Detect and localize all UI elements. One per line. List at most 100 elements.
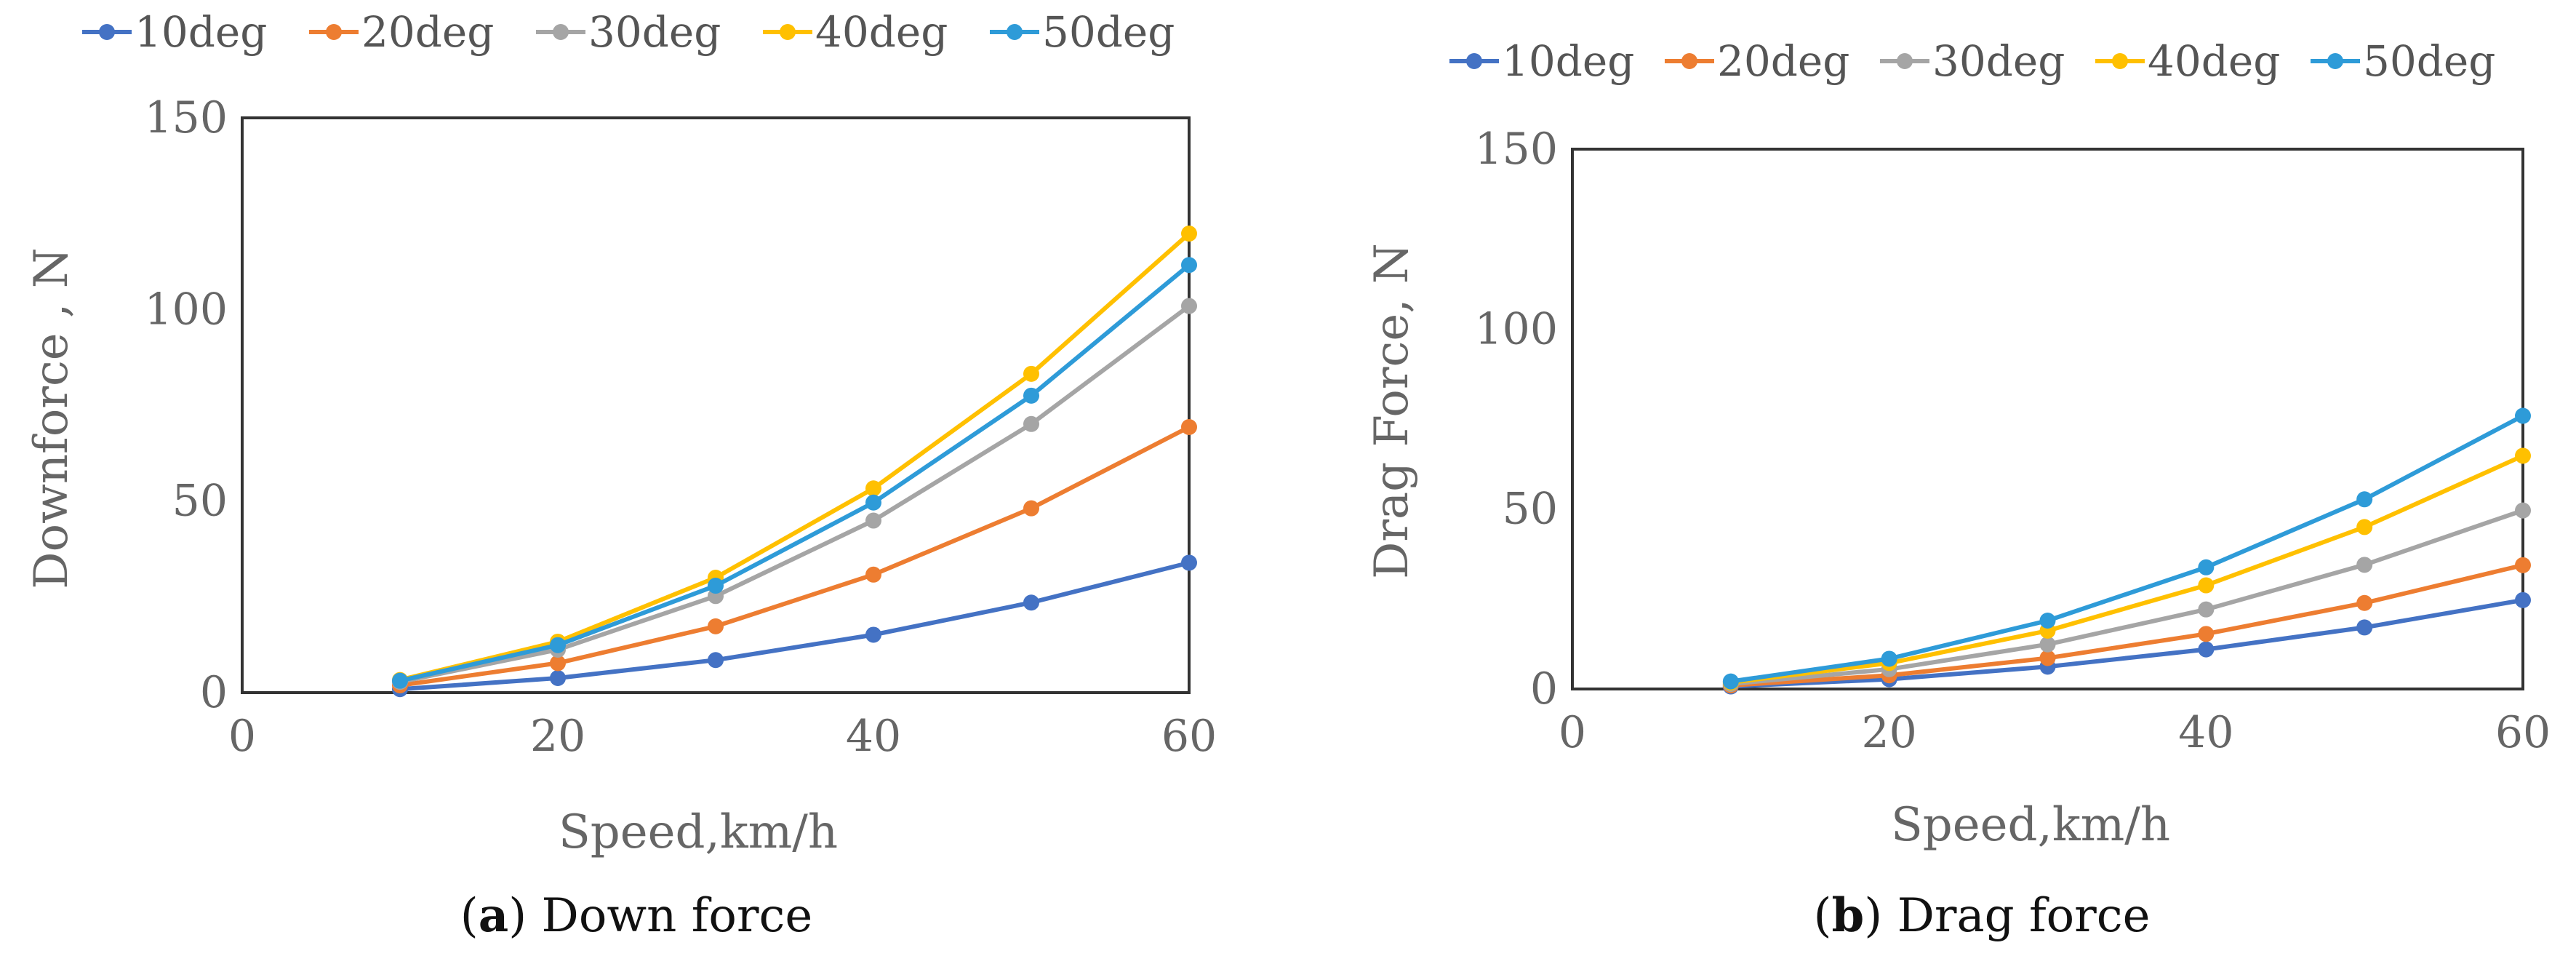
panel-a-down-force: 10deg 20deg 30deg 40deg 50deg Downforce , N …: [25, 7, 1217, 943]
data-point-50deg: [2198, 559, 2215, 575]
series-group-b: [1722, 407, 2531, 695]
series-line-40deg: [1730, 453, 2524, 685]
data-point-40deg: [2515, 447, 2531, 464]
x-tick-label: 60: [1161, 711, 1217, 762]
data-point-30deg: [865, 512, 881, 529]
caption-b-letter: b: [1832, 888, 1865, 943]
data-point-50deg: [2515, 407, 2531, 424]
data-point-50deg: [865, 494, 881, 511]
y-tick-label: 0: [1530, 664, 1558, 714]
data-point-10deg: [865, 626, 881, 643]
legend-label-30deg: 30deg: [588, 7, 721, 57]
x-tick-label: 0: [228, 711, 256, 762]
legend-label-20deg: 20deg: [361, 7, 494, 57]
data-point-10deg: [2356, 619, 2373, 636]
legend-label-10deg: 10deg: [1502, 36, 1634, 86]
data-point-20deg: [2515, 557, 2531, 573]
data-point-50deg: [1023, 387, 1039, 404]
y-axis-title-b: Drag Force, N: [1365, 243, 1419, 579]
plot-frame-a: [241, 116, 1191, 694]
legend-marker-20deg: [326, 24, 342, 40]
legend-marker-40deg: [2112, 53, 2128, 69]
series-line-20deg: [399, 425, 1191, 688]
data-point-30deg: [2039, 636, 2056, 653]
data-point-20deg: [708, 618, 724, 634]
x-axis-title-b: Speed,km/h: [1891, 798, 2170, 852]
legend-marker-10deg: [1466, 53, 1482, 69]
y-tick-label: 100: [1474, 303, 1558, 354]
data-point-20deg: [2356, 594, 2373, 611]
legend-label-50deg: 50deg: [1042, 7, 1175, 57]
series-line-30deg: [1730, 508, 2524, 687]
data-point-50deg: [1722, 673, 1739, 690]
series-line-50deg: [399, 263, 1191, 683]
y-tick-label: 50: [1503, 484, 1558, 535]
data-point-40deg: [1023, 365, 1039, 382]
legend-marker-30deg: [553, 24, 569, 40]
data-point-30deg: [2198, 601, 2215, 618]
y-tick-label: 50: [172, 476, 228, 527]
series-line-30deg: [399, 304, 1191, 685]
legend-label-20deg: 20deg: [1717, 36, 1849, 86]
plot-frame-b: [1571, 148, 2524, 690]
legend-label-50deg: 50deg: [2363, 36, 2495, 86]
data-point-30deg: [2515, 502, 2531, 519]
data-point-10deg: [708, 652, 724, 669]
data-point-10deg: [1181, 554, 1197, 571]
data-point-10deg: [550, 669, 566, 686]
caption-a: (a) Down force: [460, 888, 812, 943]
legend-marker-40deg: [780, 24, 796, 40]
data-point-50deg: [392, 672, 408, 689]
x-axis-title-a: Speed,km/h: [559, 805, 838, 859]
legend-label-40deg: 40deg: [2148, 36, 2280, 86]
x-tick-label: 20: [1861, 707, 1916, 758]
legend-marker-10deg: [99, 24, 115, 40]
legend-b: 10deg 20deg 30deg 40deg 50deg: [1449, 36, 2495, 86]
legend-a: 10deg 20deg 30deg 40deg 50deg: [82, 7, 1175, 57]
caption-a-text: Down force: [542, 889, 813, 943]
data-point-40deg: [2356, 519, 2373, 535]
x-tick-label: 40: [846, 711, 901, 762]
data-point-20deg: [1181, 419, 1197, 436]
data-point-40deg: [865, 480, 881, 497]
x-tick-label: 0: [1559, 707, 1586, 758]
y-tick-label: 150: [144, 92, 228, 143]
data-point-40deg: [1181, 226, 1197, 242]
data-point-50deg: [708, 578, 724, 594]
y-tick-label: 100: [144, 284, 228, 335]
x-ticks-a: 0 20 40 60: [228, 711, 1217, 762]
y-ticks-a: 0 50 100 150: [144, 92, 228, 718]
data-point-20deg: [865, 566, 881, 583]
data-point-10deg: [2515, 591, 2531, 608]
caption-b: (b) Drag force: [1814, 888, 2151, 943]
data-point-30deg: [2356, 557, 2373, 573]
data-point-30deg: [1023, 415, 1039, 432]
y-axis-title-a: Downforce , N: [25, 247, 79, 589]
data-point-30deg: [1181, 298, 1197, 314]
data-point-20deg: [2039, 650, 2056, 666]
series-line-10deg: [399, 560, 1190, 692]
legend-label-40deg: 40deg: [815, 7, 948, 57]
data-point-50deg: [2356, 491, 2373, 508]
series-line-20deg: [1730, 562, 2524, 688]
y-ticks-b: 0 50 100 150: [1474, 124, 1558, 714]
data-point-20deg: [1023, 500, 1039, 517]
x-tick-label: 40: [2178, 707, 2233, 758]
caption-b-text: Drag force: [1897, 889, 2151, 943]
legend-label-30deg: 30deg: [1932, 36, 2065, 86]
data-point-10deg: [2198, 641, 2215, 658]
x-tick-label: 60: [2495, 707, 2551, 758]
data-point-50deg: [1181, 257, 1197, 274]
data-point-50deg: [550, 637, 566, 653]
legend-marker-50deg: [1007, 24, 1023, 40]
legend-marker-20deg: [1681, 53, 1697, 69]
legend-label-10deg: 10deg: [135, 7, 267, 57]
series-group-a: [392, 226, 1197, 698]
series-line-10deg: [1730, 597, 2524, 689]
y-tick-label: 0: [200, 667, 228, 718]
panel-b-drag-force: 10deg 20deg 30deg 40deg 50deg Drag Force, N …: [1365, 36, 2551, 943]
legend-marker-30deg: [1897, 53, 1913, 69]
data-point-10deg: [1023, 594, 1039, 611]
data-point-20deg: [2198, 626, 2215, 642]
